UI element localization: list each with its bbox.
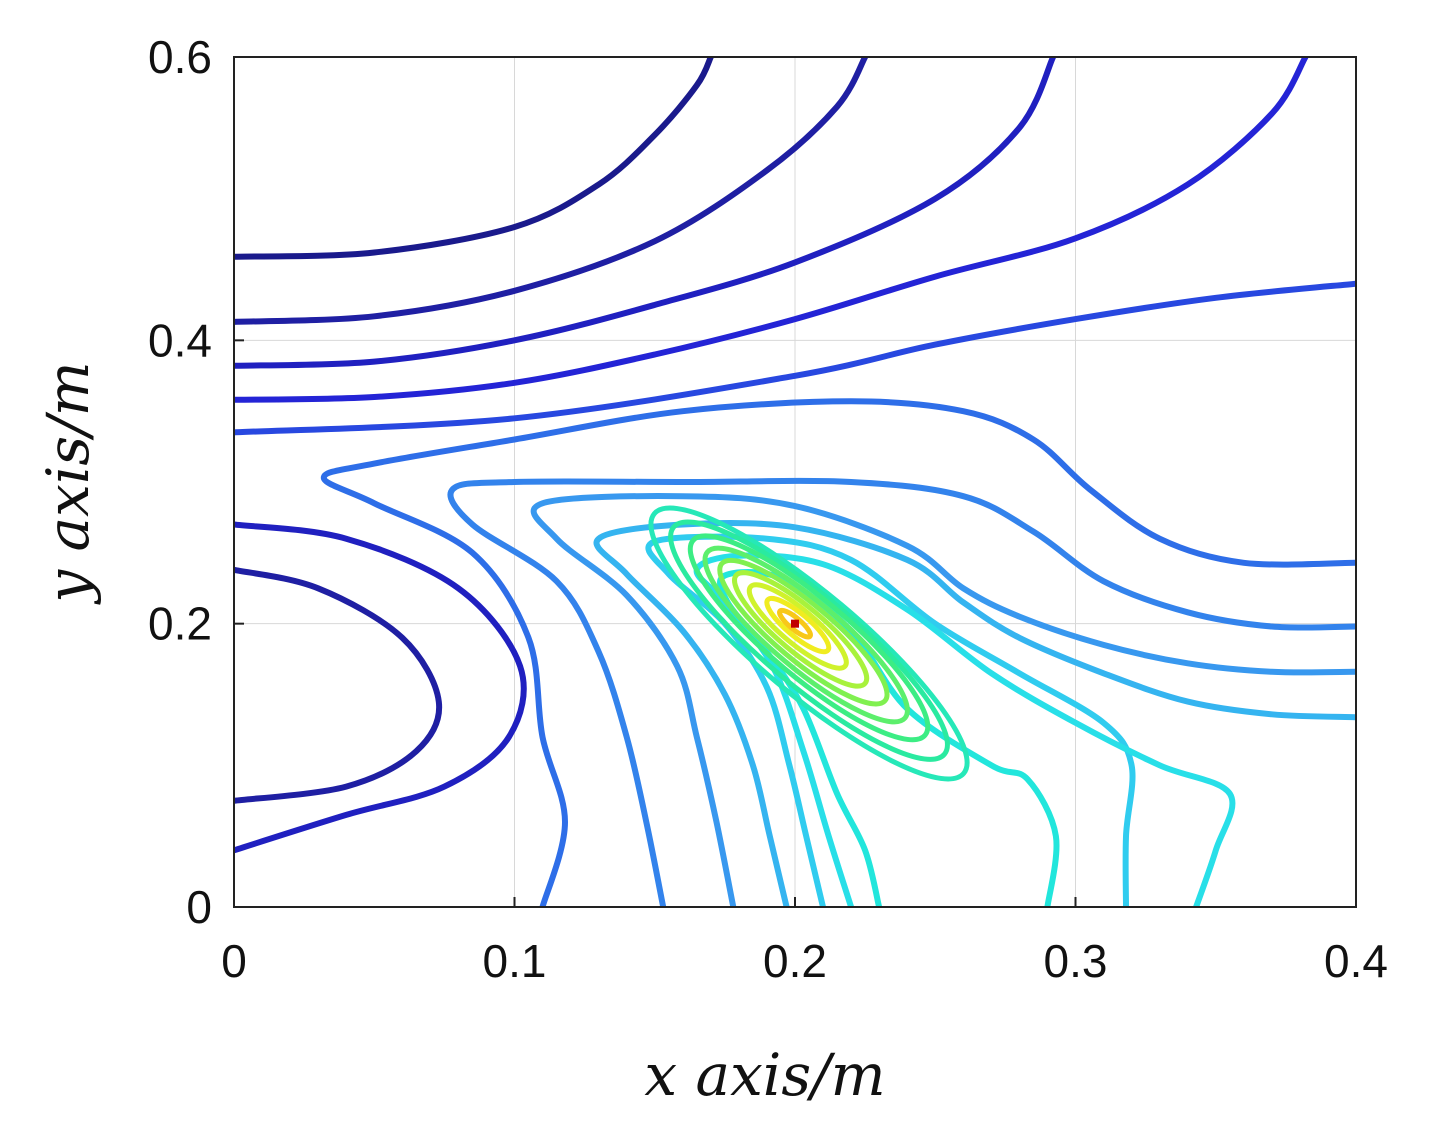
contour-ellipse (648, 505, 970, 782)
peak-marker (791, 619, 799, 628)
x-tick-label: 0.2 (763, 935, 827, 987)
y-tick-label: 0.4 (148, 314, 212, 366)
contour-line (234, 280, 1356, 436)
contour-line (447, 477, 1356, 907)
x-tick-label: 0.4 (1324, 935, 1388, 987)
x-axis-title: x axis/m (644, 1041, 885, 1109)
contour-ellipse (746, 582, 849, 671)
x-tick-label: 0.1 (483, 935, 547, 987)
y-tick-label: 0.2 (148, 598, 212, 650)
contour-line (645, 533, 1136, 907)
contour-line (234, 566, 443, 804)
contour-line (320, 398, 1356, 907)
contour-ellipse (668, 519, 950, 762)
contour-line (234, 57, 1309, 403)
contour-ellipse (687, 533, 931, 743)
y-axis-title: y axis/m (34, 361, 102, 605)
contour-ellipse (764, 595, 832, 655)
contour-line (234, 57, 869, 325)
y-axis-ticks: 0 0.2 0.4 0.6 (148, 31, 244, 933)
contour-line (234, 521, 527, 854)
x-axis-ticks: 0 0.1 0.2 0.3 0.4 (221, 897, 1388, 987)
y-tick-label: 0.6 (148, 31, 212, 83)
contour-line (693, 552, 1236, 907)
contour-group (234, 57, 1356, 907)
contour-lines (234, 57, 1356, 907)
x-tick-label: 0.3 (1044, 935, 1108, 987)
y-tick-label: 0 (186, 881, 212, 933)
grid-lines (234, 57, 1356, 907)
contour-line (234, 57, 714, 260)
x-tick-label: 0 (221, 935, 247, 987)
contour-ellipse (702, 545, 910, 725)
contour-ellipse (717, 557, 890, 707)
contour-ellipse (777, 607, 813, 640)
contour-line (530, 493, 1356, 907)
contour-line (234, 57, 1057, 369)
contour-ellipse (732, 570, 870, 689)
contour-line (593, 519, 1356, 907)
